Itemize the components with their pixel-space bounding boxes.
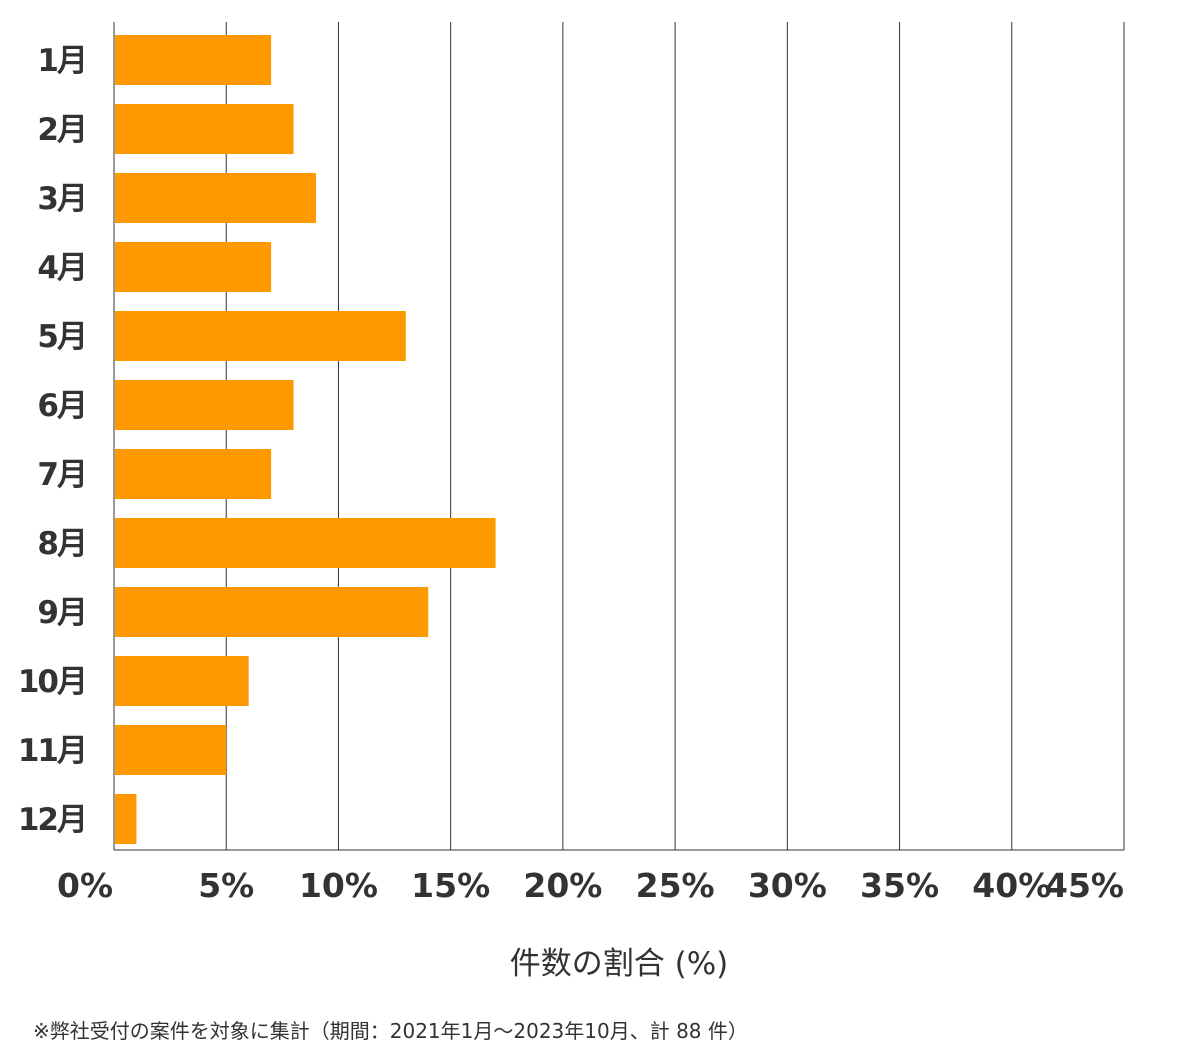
- category-label-7: 7月: [37, 457, 86, 493]
- bar-12: [115, 794, 137, 844]
- x-tick-label-0: 0%: [57, 866, 113, 905]
- category-label-5: 5月: [37, 319, 86, 355]
- category-label-1: 1月: [37, 43, 86, 79]
- x-tick-label-45: 45%: [1045, 866, 1124, 905]
- bar-10: [115, 656, 249, 706]
- bar-4: [115, 242, 272, 292]
- x-tick-label-25: 25%: [636, 866, 715, 905]
- bar-9: [115, 587, 429, 637]
- x-tick-label-35: 35%: [860, 866, 939, 905]
- category-label-3: 3月: [37, 181, 86, 217]
- category-label-2: 2月: [37, 112, 86, 148]
- bar-8: [115, 518, 496, 568]
- bar-11: [115, 725, 227, 775]
- category-label-11: 11月: [18, 733, 86, 769]
- footnote: ※弊社受付の案件を対象に集計（期間：2021年1月～2023年10月、計 88 …: [33, 1019, 748, 1043]
- bar-1: [115, 35, 272, 85]
- x-tick-label-15: 15%: [411, 866, 490, 905]
- x-axis-label: 件数の割合 (%): [509, 946, 729, 982]
- x-tick-label-30: 30%: [748, 866, 827, 905]
- x-tick-label-10: 10%: [299, 866, 378, 905]
- category-label-6: 6月: [37, 388, 86, 424]
- category-label-4: 4月: [37, 250, 86, 286]
- category-label-10: 10月: [18, 664, 86, 700]
- x-tick-label-20: 20%: [523, 866, 602, 905]
- bar-2: [115, 104, 294, 154]
- category-label-12: 12月: [18, 802, 86, 838]
- category-label-8: 8月: [37, 526, 86, 562]
- bar-6: [115, 380, 294, 430]
- x-tick-label-5: 5%: [198, 866, 254, 905]
- x-tick-label-40: 40%: [972, 866, 1051, 905]
- bar-5: [115, 311, 406, 361]
- bar-3: [115, 173, 316, 223]
- bar-7: [115, 449, 272, 499]
- category-label-9: 9月: [37, 595, 86, 631]
